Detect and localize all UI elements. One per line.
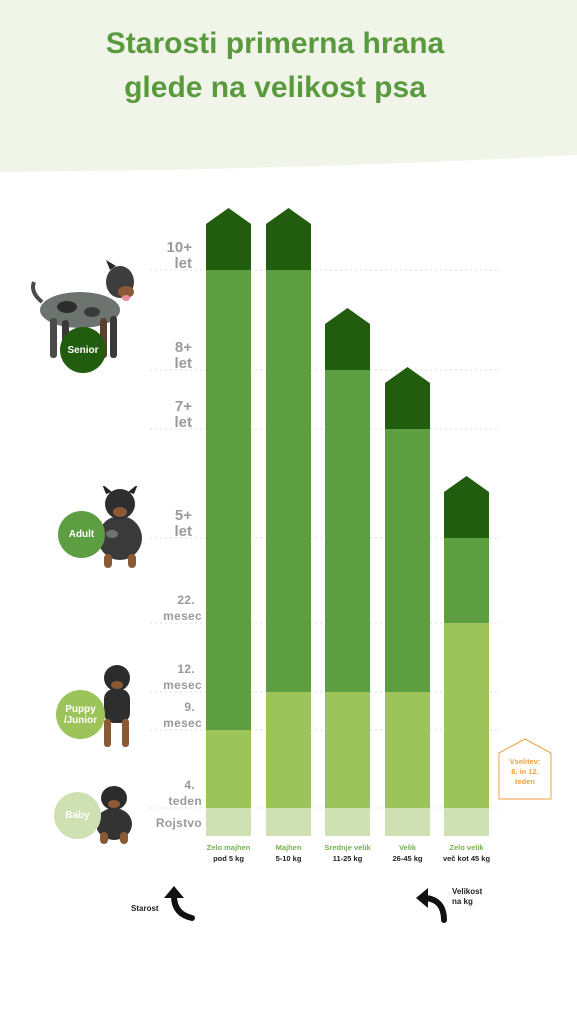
age-label-value: 7+	[174, 398, 192, 415]
bar-segment-senior	[206, 208, 251, 270]
bar-segment-puppy	[444, 623, 489, 808]
category-weight: 11-25 kg	[332, 854, 363, 863]
age-label-unit: let	[174, 523, 192, 540]
age-label-unit: let	[174, 355, 192, 372]
bar-segment-adult	[444, 538, 489, 623]
bar-segment-baby	[206, 808, 251, 836]
adult-dog-photo	[98, 486, 142, 568]
category-name: Zelo majhen	[206, 843, 251, 852]
stage-senior-badge: Senior	[60, 327, 106, 373]
category-name: Zelo velik	[449, 843, 484, 852]
age-label-unit: teden	[168, 794, 202, 808]
age-label-unit: mesec	[163, 609, 202, 623]
category-name: Velik	[398, 843, 417, 852]
bar-segment-puppy	[266, 692, 311, 808]
bar-segment-senior	[266, 208, 311, 270]
curved-arrow-icon	[416, 888, 447, 923]
bar-segment-baby	[325, 808, 370, 836]
bar-segment-adult	[325, 370, 370, 692]
bar-segment-puppy	[325, 692, 370, 808]
age-label-unit: let	[174, 255, 192, 272]
bar-segment-adult	[206, 270, 251, 730]
category-weight: 26-45 kg	[392, 854, 423, 863]
bar-segment-puppy	[385, 692, 430, 808]
age-label-value: 10+	[166, 239, 192, 256]
category-weight: več kot 45 kg	[442, 854, 491, 863]
age-label-value: 5+	[174, 507, 192, 524]
bar-segment-senior	[385, 367, 430, 429]
category-weight: pod 5 kg	[213, 854, 244, 863]
bar-segment-baby	[266, 808, 311, 836]
bar-segment-senior	[444, 476, 489, 538]
note-text: Vselitev: 8. in 12. teden	[509, 757, 541, 786]
age-label-unit: mesec	[163, 678, 202, 692]
bar-segment-adult	[385, 429, 430, 692]
bar-segment-adult	[266, 270, 311, 692]
note-box	[498, 738, 552, 800]
senior-dog-photo	[31, 260, 134, 358]
bar-segment-baby	[385, 808, 430, 836]
age-label-unit: let	[174, 414, 192, 431]
age-label-value: 22.	[177, 593, 195, 607]
age-label-value: 9.	[184, 700, 195, 714]
age-label-value: 12.	[177, 662, 195, 676]
age-label-value: 4.	[184, 778, 195, 792]
bar-segment-senior	[325, 308, 370, 370]
axis-y-name: Starost	[131, 904, 159, 913]
header-background	[0, 0, 577, 172]
curved-arrow-icon	[164, 886, 195, 921]
age-label: Rojstvo	[155, 816, 202, 830]
puppy-dog-photo	[104, 665, 130, 747]
age-label-unit: mesec	[163, 716, 202, 730]
stage-baby-badge: Baby	[54, 792, 101, 839]
age-label-value: 8+	[174, 339, 192, 356]
axis-x-name: Velikost na kg	[452, 887, 483, 906]
category-name: Srednje velik	[324, 843, 371, 852]
bar-segment-baby	[444, 808, 489, 836]
category-name: Majhen	[275, 843, 302, 852]
stage-adult-badge: Adult	[58, 511, 105, 558]
title-line-2: glede na velikost psa	[124, 71, 426, 104]
title-line-1: Starosti primerna hrana	[105, 27, 445, 60]
stage-puppy-badge: Puppy /Junior	[56, 690, 105, 739]
bar-segment-puppy	[206, 730, 251, 808]
baby-dog-photo	[96, 786, 132, 844]
category-weight: 5-10 kg	[275, 854, 302, 863]
